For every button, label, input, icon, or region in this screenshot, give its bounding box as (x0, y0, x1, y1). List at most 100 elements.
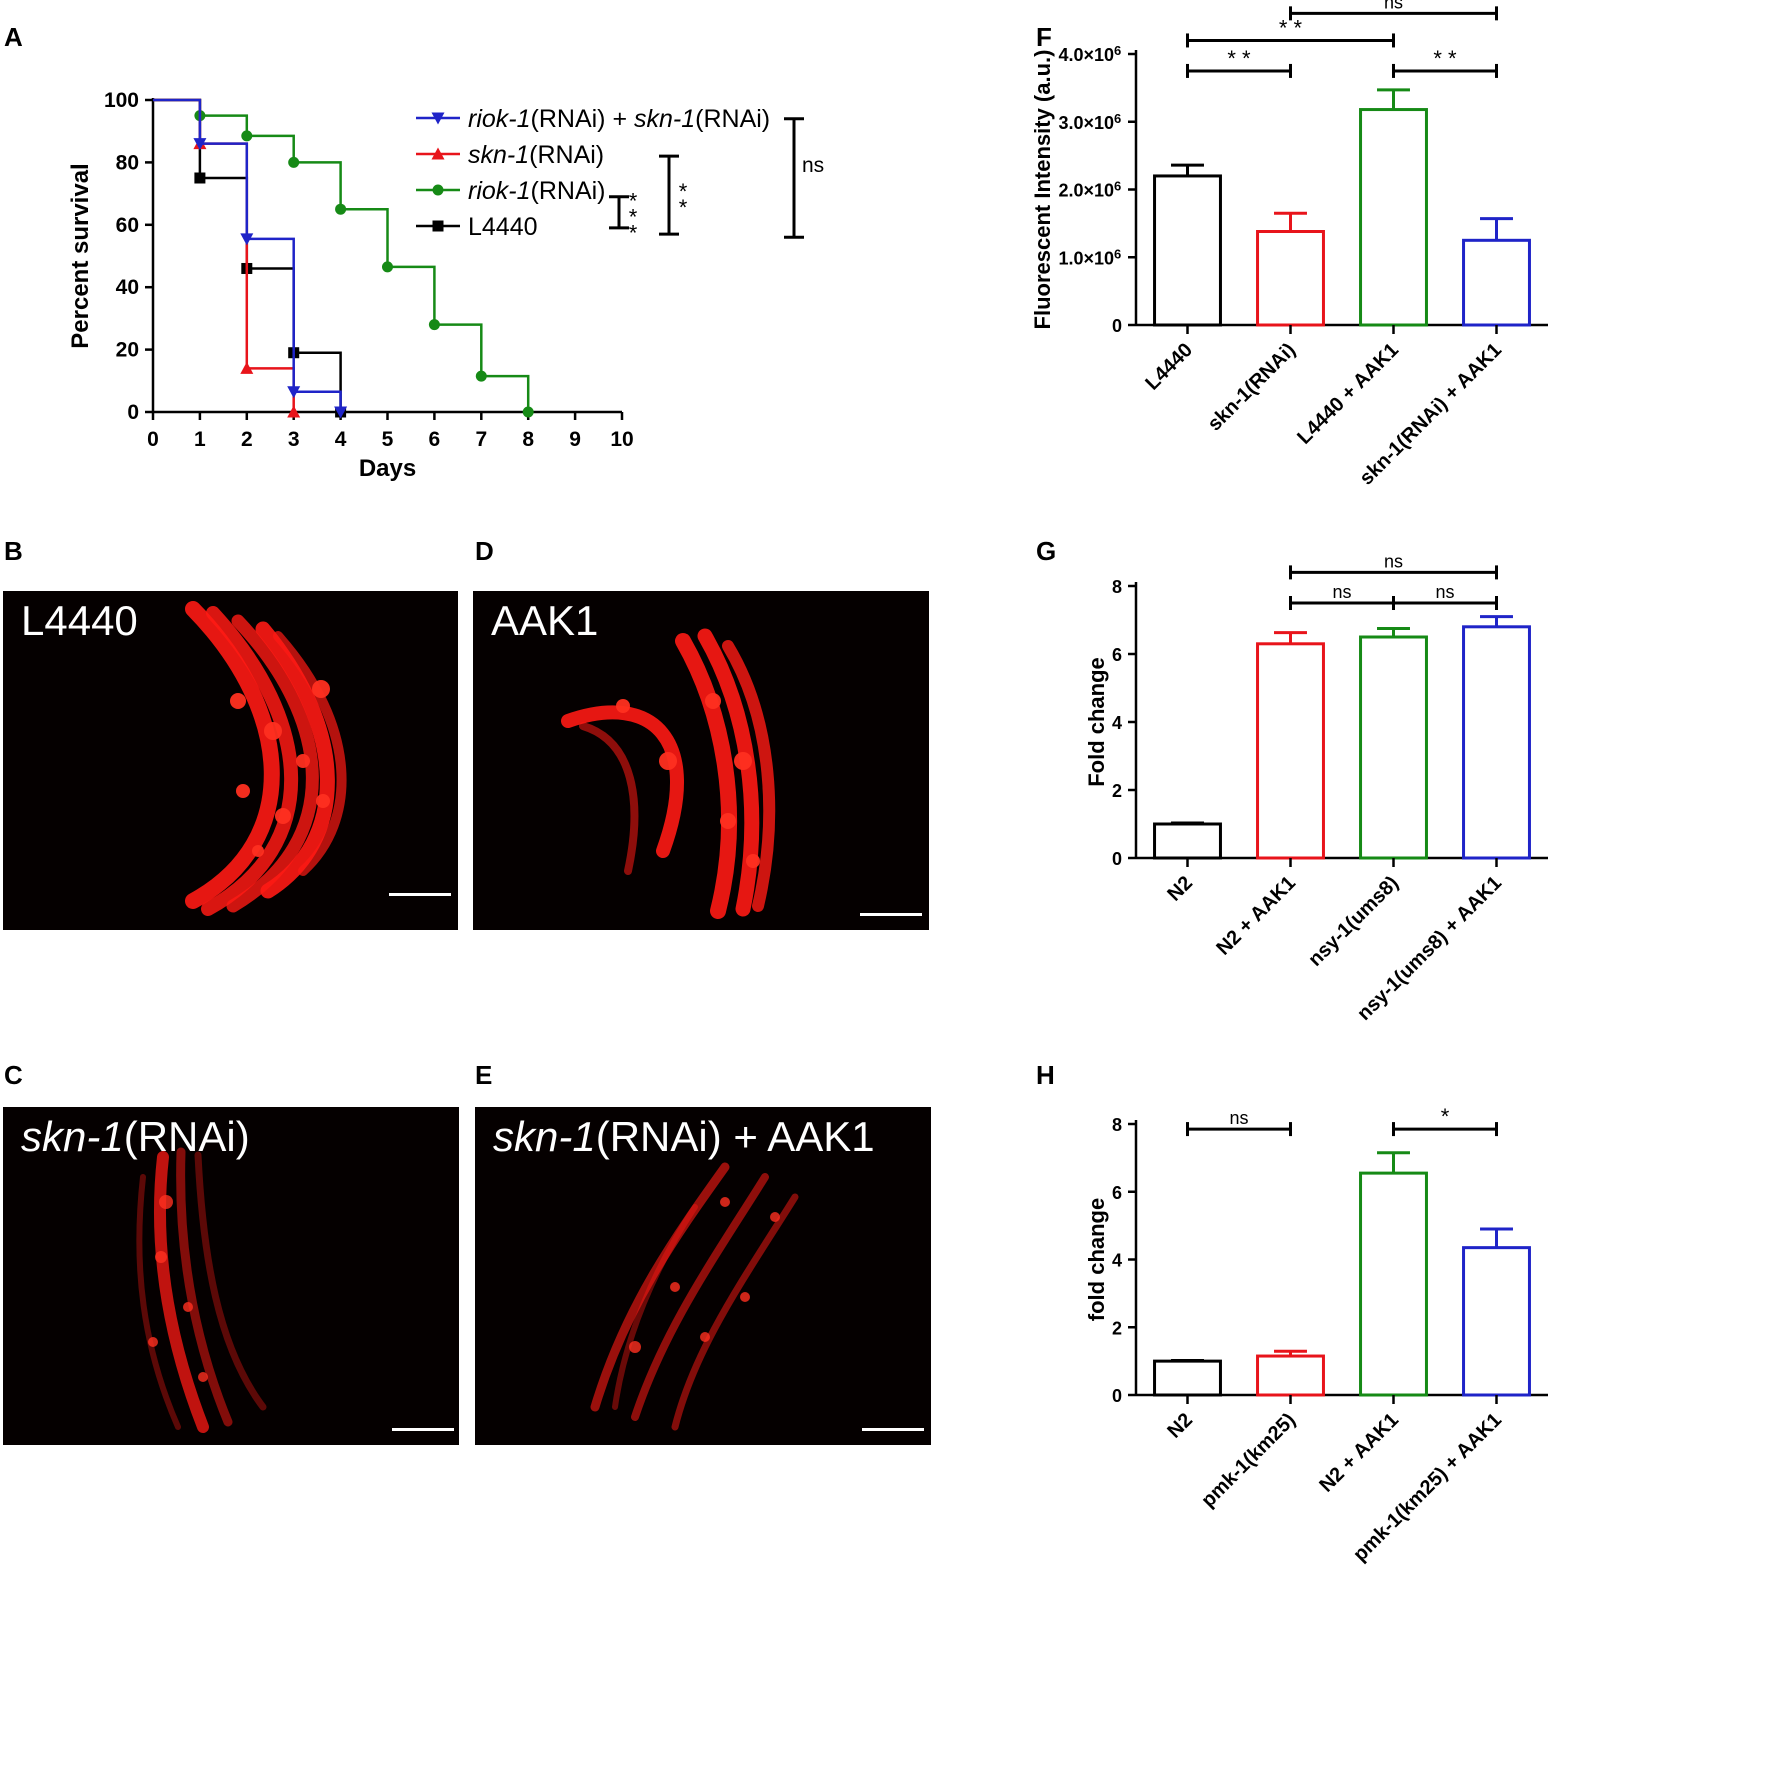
x-tick-label: 8 (522, 428, 534, 451)
legend-entry: riok-1(RNAi) (416, 177, 606, 205)
data-point (288, 156, 300, 168)
x-tick-label: 9 (569, 428, 581, 451)
y-tick-label: 4.0×10 (1058, 45, 1114, 65)
scale-bar (862, 1428, 924, 1431)
significance-label: * (1441, 1104, 1450, 1129)
x-tick-label: N2 + AAK1 (1212, 872, 1300, 960)
bar-group: pmk-1(km25) (1197, 1349, 1325, 1512)
micrograph-skn1-rnai: skn-1(RNAi) (3, 1107, 459, 1445)
x-tick-label: 0 (147, 428, 159, 451)
significance-bracket: * * (1186, 46, 1292, 78)
x-tick-label: 3 (288, 428, 300, 451)
bar-group: N2 (1153, 821, 1222, 906)
significance-label: ns (1384, 551, 1403, 571)
legend-entry: L4440 (416, 213, 538, 241)
bar (1462, 238, 1531, 327)
legend-label: skn-1(RNAi) (468, 141, 604, 169)
micrograph-aak1: AAK1 (473, 591, 929, 930)
bar (1256, 1354, 1325, 1397)
bar (1256, 642, 1325, 860)
data-point (475, 370, 487, 382)
significance-bracket: ns (784, 117, 824, 239)
y-tick-label: 80 (116, 151, 139, 174)
worm-fluorescence (590, 1162, 799, 1431)
panel-label-h: H (1036, 1060, 1055, 1090)
y-tick-label: 40 (116, 276, 139, 299)
data-point (240, 233, 254, 246)
significance-bracket: ns (1289, 582, 1395, 610)
bar (1153, 1359, 1222, 1397)
x-tick-label: N2 (1163, 1409, 1197, 1443)
bar-group: N2 + AAK1 (1212, 631, 1325, 960)
data-point (193, 138, 207, 151)
micrograph-l4440: L4440 (3, 591, 458, 930)
survival-chart: 0 20 40 60 80 100 0 1 2 3 4 5 6 7 8 9 10 Days Percent surv… (67, 89, 824, 482)
worm-fluorescence (185, 601, 347, 916)
data-point (432, 184, 444, 196)
x-tick-label: 10 (610, 428, 633, 451)
image-label: L4440 (21, 597, 138, 644)
significance-bracket: ns (1289, 551, 1498, 580)
significance-label: ns (1384, 0, 1403, 12)
bar-group: L4440 (1141, 163, 1222, 395)
scale-bar (389, 893, 451, 896)
image-label: AAK1 (491, 597, 599, 644)
significance-label: * * (1227, 46, 1251, 71)
x-tick-label: 2 (241, 428, 253, 451)
y-tick-label: 3.0×10 (1058, 113, 1114, 133)
x-tick-label: 6 (429, 428, 441, 451)
data-point (431, 112, 445, 125)
survival-series (153, 98, 301, 418)
bar (1359, 635, 1428, 860)
significance-bracket: ns (1186, 1108, 1292, 1137)
y-tick-label: 20 (116, 339, 139, 362)
bar-group: L4440 + AAK1 (1293, 88, 1428, 449)
fluorescence-bar-chart: 01.0×10 62.0×10 63.0×10 64.0×10 6Fluorescent… (1030, 0, 1548, 490)
significance-bracket: * * (1186, 15, 1395, 48)
data-point (522, 406, 534, 418)
data-point (431, 147, 445, 160)
y-tick-label: 6 (1112, 1183, 1122, 1203)
bar (1153, 822, 1222, 860)
panel-label-f: F (1036, 22, 1052, 52)
significance-bracket: * * (1392, 46, 1498, 78)
image-label: skn-1(RNAi) (21, 1113, 250, 1160)
significance-bracket: * (1392, 1104, 1498, 1137)
data-point (334, 406, 348, 419)
image-label: skn-1(RNAi) + AAK1 (493, 1113, 875, 1160)
significance-label: * * (679, 179, 688, 220)
data-point (382, 261, 393, 273)
legend-entry: riok-1(RNAi) + skn-1(RNAi) (416, 105, 770, 133)
data-point (335, 203, 347, 215)
x-tick-label: pmk-1(km25) (1197, 1409, 1300, 1512)
y-tick-label: 2 (1112, 1318, 1122, 1338)
panel-label-g: G (1036, 536, 1057, 566)
data-point (241, 130, 253, 142)
scale-bar (392, 1428, 454, 1431)
panel-label-e: E (475, 1060, 493, 1090)
worm-fluorescence (561, 628, 776, 919)
y-axis-title: fold change (1084, 1198, 1109, 1321)
significance-label: ns (802, 154, 824, 177)
legend-label: L4440 (468, 213, 538, 241)
significance-bracket: ns (1392, 582, 1498, 610)
survival-line (153, 98, 295, 412)
significance-bracket: * * * (609, 188, 638, 245)
panel-label-a: A (4, 22, 23, 52)
bar (1359, 1171, 1428, 1397)
scale-bar (860, 913, 922, 916)
y-tick-label: 8 (1112, 577, 1122, 597)
significance-label: ns (1435, 582, 1454, 602)
x-tick-label: N2 + AAK1 (1315, 1409, 1403, 1497)
data-point (287, 405, 301, 418)
y-tick-label: 2.0×10 (1058, 181, 1114, 201)
y-tick-exponent: 6 (1114, 111, 1121, 126)
fold-change-bar-chart-h: 0 2 4 6 8 fold change N2 pmk-1(km25) N2 + AAK1pm… (1084, 1104, 1548, 1566)
x-tick-label: 5 (382, 428, 394, 451)
y-tick-exponent: 6 (1114, 246, 1121, 261)
y-tick-exponent: 6 (1114, 43, 1121, 58)
y-tick-label: 0 (1112, 316, 1122, 336)
bar (1359, 108, 1428, 327)
survival-series (153, 98, 348, 419)
